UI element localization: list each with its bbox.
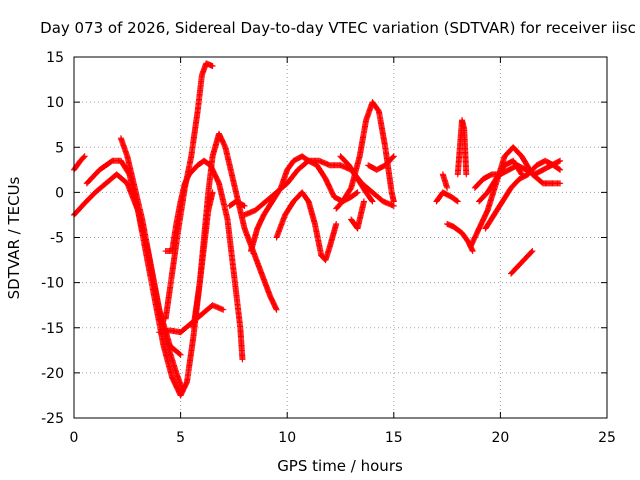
data-point [241, 202, 248, 209]
x-axis-title: GPS time / hours [277, 457, 403, 475]
series-arc-18 [439, 171, 451, 191]
data-point [390, 153, 397, 160]
series-arc-15 [365, 153, 397, 173]
series-arc-16 [348, 198, 367, 232]
y-tick-label: -15 [41, 321, 64, 337]
data-point [469, 248, 476, 255]
data-point [528, 248, 535, 255]
x-tick-labels: 0 5 10 15 20 25 [70, 430, 616, 446]
data-point [354, 189, 361, 196]
data-point [239, 356, 246, 363]
data-point [557, 180, 564, 187]
data-point [389, 154, 396, 161]
data-point [220, 306, 227, 313]
series-arc-8 [190, 130, 280, 331]
data-marks [71, 60, 564, 399]
data-point [273, 306, 280, 313]
x-tick-label: 25 [598, 430, 616, 446]
y-tick-label: 5 [55, 140, 64, 156]
series-arc-11 [247, 153, 361, 255]
series-arc-19 [444, 220, 476, 255]
data-point [557, 157, 564, 164]
y-tick-label: 10 [46, 95, 64, 111]
x-tick-label: 15 [385, 430, 403, 446]
y-tick-label: -10 [41, 276, 64, 292]
data-point [353, 190, 360, 197]
data-point [333, 220, 340, 227]
series-arc-20 [454, 117, 470, 178]
data-point [368, 197, 375, 204]
series-arc-14 [337, 153, 376, 205]
data-point [240, 202, 247, 209]
series-arc-3 [83, 157, 216, 399]
y-tick-label: 15 [46, 50, 64, 66]
series-arc-12 [273, 189, 340, 264]
x-tick-label: 20 [491, 430, 509, 446]
grid-lines [74, 57, 607, 418]
series-arc-7 [162, 157, 246, 363]
data-point [390, 198, 397, 205]
series-arc-24 [482, 157, 564, 232]
y-tick-label: -20 [41, 366, 64, 382]
data-point [81, 153, 88, 160]
y-tick-labels: -25 -20 -15 -10 -5 0 5 10 15 [41, 50, 64, 427]
series-arc-23 [476, 157, 525, 205]
y-tick-label: -25 [41, 411, 64, 427]
x-tick-label: 5 [176, 430, 185, 446]
y-tick-label: -5 [50, 231, 64, 247]
series-arc-25 [508, 248, 536, 277]
x-tick-label: 10 [278, 430, 296, 446]
data-point [360, 198, 367, 205]
y-axis-title: SDTVAR / TECUs [5, 176, 23, 299]
data-point [556, 158, 563, 165]
data-point [556, 166, 563, 173]
data-point [369, 198, 376, 205]
data-point [453, 197, 460, 204]
series-arc-5 [156, 302, 227, 336]
series-arc-17 [433, 189, 461, 205]
data-point [80, 154, 87, 161]
x-tick-label: 0 [70, 430, 79, 446]
series-arc-4 [117, 135, 186, 394]
chart-title: Day 073 of 2026, Sidereal Day-to-day VTE… [40, 19, 636, 37]
data-point [176, 351, 183, 358]
data-point [557, 166, 564, 173]
series-arc-6 [162, 60, 216, 322]
series-arc-1 [71, 153, 88, 173]
axis-ticks [73, 56, 608, 419]
data-point [444, 184, 451, 191]
data-point [463, 171, 470, 178]
series-arc-9 [226, 198, 248, 209]
plot-frame [73, 56, 608, 419]
data-point [529, 248, 536, 255]
data-point [454, 198, 461, 205]
data-point [177, 351, 184, 358]
data-point [179, 387, 186, 394]
data-point [209, 63, 216, 70]
y-tick-label: 0 [55, 185, 64, 201]
